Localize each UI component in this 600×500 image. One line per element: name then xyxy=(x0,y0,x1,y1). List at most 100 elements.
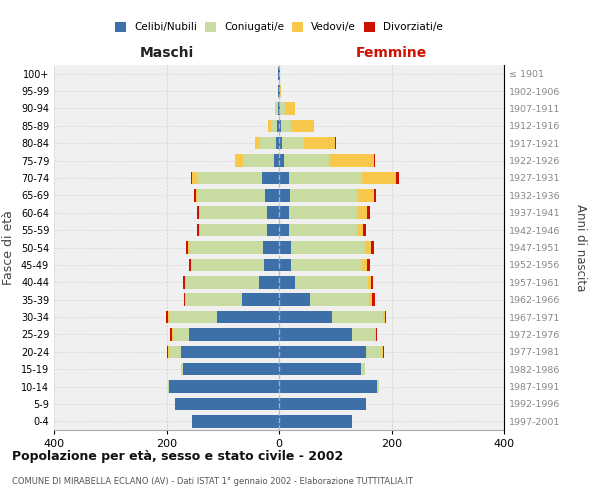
Bar xyxy=(265,189,279,202)
Bar xyxy=(200,206,266,219)
Bar xyxy=(292,120,314,132)
Bar xyxy=(184,276,185,288)
Bar xyxy=(367,206,370,219)
Bar xyxy=(170,328,172,340)
Bar xyxy=(197,172,262,184)
Bar xyxy=(199,206,200,219)
Bar xyxy=(377,380,379,393)
Bar xyxy=(361,363,365,376)
Bar xyxy=(292,258,362,271)
Bar xyxy=(181,363,184,376)
Bar xyxy=(185,241,188,254)
Bar xyxy=(173,328,189,340)
Bar xyxy=(282,137,304,149)
Bar xyxy=(169,311,217,324)
Bar xyxy=(373,154,375,167)
Bar xyxy=(356,224,364,236)
Bar xyxy=(279,311,332,324)
Bar xyxy=(184,294,185,306)
Bar xyxy=(284,102,295,115)
Bar xyxy=(279,380,377,393)
Bar xyxy=(259,276,279,288)
Bar xyxy=(279,189,290,202)
Bar xyxy=(200,224,266,236)
Bar xyxy=(217,311,279,324)
Bar xyxy=(366,346,382,358)
Bar xyxy=(358,189,373,202)
Bar xyxy=(186,294,242,306)
Bar xyxy=(279,294,310,306)
Y-axis label: Anni di nascita: Anni di nascita xyxy=(574,204,587,291)
Bar xyxy=(184,363,279,376)
Bar xyxy=(364,224,365,236)
Bar xyxy=(374,328,376,340)
Bar xyxy=(193,258,265,271)
Bar xyxy=(376,328,377,340)
Bar xyxy=(166,311,167,324)
Bar xyxy=(242,294,279,306)
Bar xyxy=(168,346,169,358)
Bar xyxy=(185,294,186,306)
Bar xyxy=(197,206,199,219)
Bar xyxy=(373,189,376,202)
Bar xyxy=(191,172,192,184)
Bar xyxy=(279,137,282,149)
Bar xyxy=(279,398,366,410)
Bar xyxy=(189,258,191,271)
Bar xyxy=(279,102,280,115)
Bar xyxy=(192,415,279,428)
Bar xyxy=(279,328,352,340)
Bar xyxy=(281,120,292,132)
Bar xyxy=(190,241,263,254)
Bar xyxy=(371,276,373,288)
Bar xyxy=(255,137,260,149)
Bar xyxy=(284,154,329,167)
Bar xyxy=(279,346,366,358)
Text: Femmine: Femmine xyxy=(356,46,427,60)
Bar xyxy=(279,241,292,254)
Bar xyxy=(266,224,279,236)
Bar xyxy=(295,276,368,288)
Bar xyxy=(260,137,276,149)
Bar xyxy=(362,258,367,271)
Bar xyxy=(191,258,193,271)
Bar xyxy=(263,241,279,254)
Bar xyxy=(197,189,265,202)
Bar xyxy=(278,102,279,115)
Bar xyxy=(167,346,168,358)
Bar xyxy=(368,276,371,288)
Bar xyxy=(292,241,365,254)
Bar xyxy=(188,241,190,254)
Bar xyxy=(279,363,361,376)
Bar xyxy=(367,258,370,271)
Bar xyxy=(186,276,259,288)
Bar xyxy=(279,154,284,167)
Text: Popolazione per età, sesso e stato civile - 2002: Popolazione per età, sesso e stato civil… xyxy=(12,450,343,463)
Bar xyxy=(276,137,279,149)
Bar xyxy=(243,154,274,167)
Bar xyxy=(329,154,373,167)
Bar xyxy=(196,189,197,202)
Bar xyxy=(262,172,279,184)
Bar xyxy=(289,224,356,236)
Bar xyxy=(167,311,169,324)
Text: Maschi: Maschi xyxy=(139,46,194,60)
Bar xyxy=(371,241,374,254)
Bar xyxy=(265,258,279,271)
Bar xyxy=(290,189,358,202)
Bar xyxy=(356,206,367,219)
Bar xyxy=(268,120,271,132)
Bar xyxy=(382,346,383,358)
Bar xyxy=(279,415,352,428)
Bar xyxy=(362,172,396,184)
Text: COMUNE DI MIRABELLA ECLANO (AV) - Dati ISTAT 1° gennaio 2002 - Elaborazione TUTT: COMUNE DI MIRABELLA ECLANO (AV) - Dati I… xyxy=(12,478,413,486)
Bar xyxy=(396,172,399,184)
Legend: Celibi/Nubili, Coniugati/e, Vedovi/e, Divorziati/e: Celibi/Nubili, Coniugati/e, Vedovi/e, Di… xyxy=(112,19,446,36)
Bar xyxy=(235,154,243,167)
Bar xyxy=(304,137,335,149)
Bar xyxy=(332,311,383,324)
Bar xyxy=(194,189,196,202)
Bar xyxy=(181,346,279,358)
Bar xyxy=(169,380,279,393)
Y-axis label: Fasce di età: Fasce di età xyxy=(2,210,15,285)
